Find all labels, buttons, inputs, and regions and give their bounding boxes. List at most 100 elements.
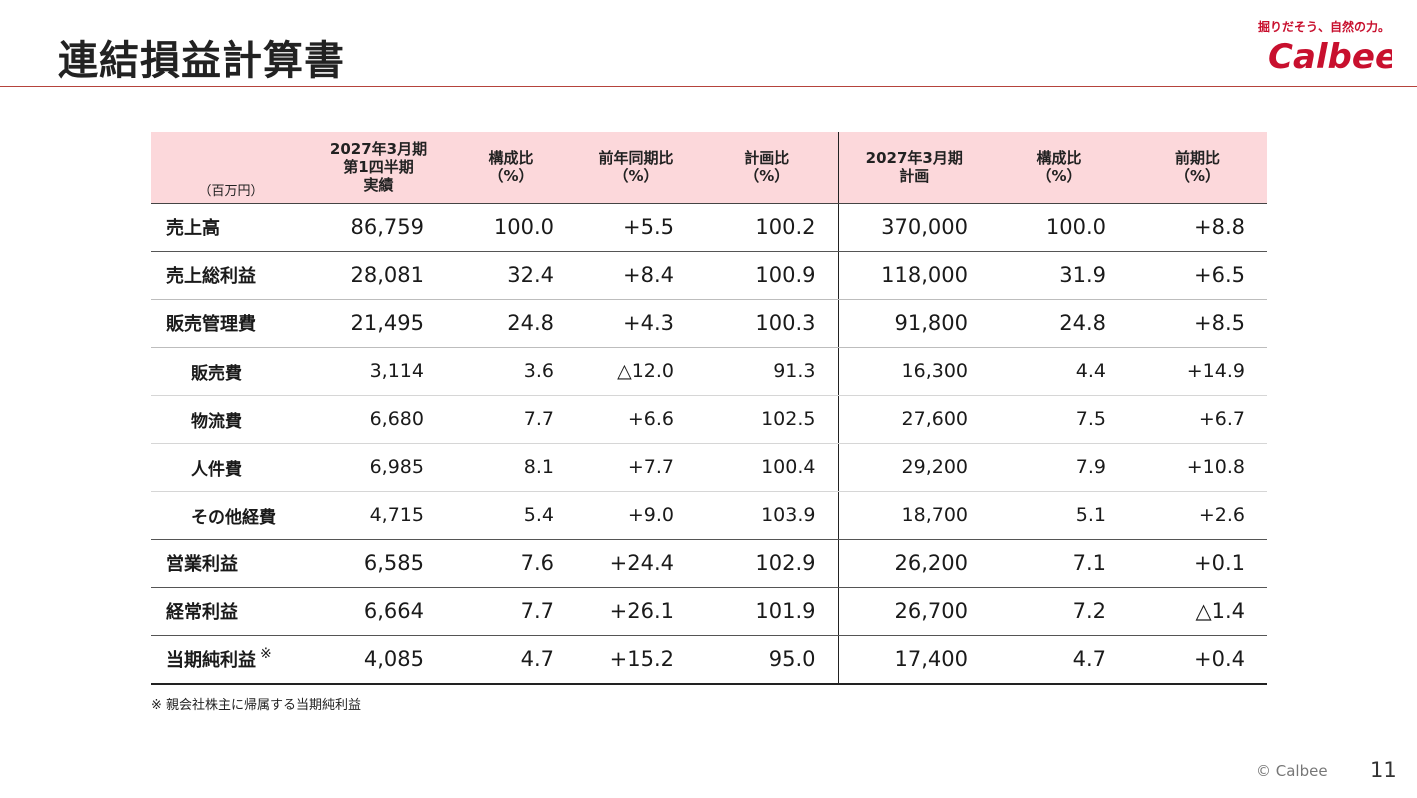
calbee-wordmark: Calbee: [1268, 37, 1392, 74]
title-divider: [0, 86, 1417, 87]
cell-value: 7.7: [446, 395, 576, 444]
cell-value: +5.5: [576, 203, 696, 252]
col-header-vs-prior-year: 前期比 （%）: [1128, 132, 1267, 204]
table-row-logistics: 物流費 6,680 7.7 +6.6 102.5 27,600 7.5 +6.7: [151, 395, 1267, 444]
cell-value: 26,700: [837, 587, 990, 636]
row-label: 当期純利益: [166, 650, 256, 671]
cell-value: 18,700: [837, 491, 990, 540]
cell-value: 91.3: [696, 347, 838, 396]
cell-value: +6.6: [576, 395, 696, 444]
cell-value: 32.4: [446, 251, 576, 300]
col-header-yoy: 前年同期比 （%）: [576, 132, 696, 204]
cell-value: 27,600: [837, 395, 990, 444]
cell-value: 100.0: [990, 203, 1128, 252]
cell-value: 7.5: [990, 395, 1128, 444]
row-label: 物流費: [151, 395, 311, 444]
row-label: 売上高: [151, 203, 311, 252]
cell-value: 24.8: [990, 299, 1128, 348]
cell-value: +7.7: [576, 443, 696, 492]
income-statement-table: （百万円） 2027年3月期 第1四半期 実績 構成比 （%） 前年同期比 （%…: [151, 132, 1267, 685]
cell-value: +4.3: [576, 299, 696, 348]
cell-value: 118,000: [837, 251, 990, 300]
cell-value: 24.8: [446, 299, 576, 348]
cell-value: 3,114: [311, 347, 446, 396]
footnote: ※ 親会社株主に帰属する当期純利益: [151, 698, 362, 713]
table-row-operating-profit: 営業利益 6,585 7.6 +24.4 102.9 26,200 7.1 +0…: [151, 539, 1267, 588]
cell-value: 102.5: [696, 395, 838, 444]
table-row-net-sales: 売上高 86,759 100.0 +5.5 100.2 370,000 100.…: [151, 203, 1267, 252]
cell-value: +6.7: [1128, 395, 1267, 444]
row-label: 販売管理費: [151, 299, 311, 348]
cell-value: 16,300: [837, 347, 990, 396]
table-row-gross-profit: 売上総利益 28,081 32.4 +8.4 100.9 118,000 31.…: [151, 251, 1267, 300]
cell-value: 5.1: [990, 491, 1128, 540]
col-header-q1-actual: 2027年3月期 第1四半期 実績: [311, 132, 446, 204]
cell-value: 100.2: [696, 203, 838, 252]
row-label: 売上総利益: [151, 251, 311, 300]
cell-value: 29,200: [837, 443, 990, 492]
cell-value: 3.6: [446, 347, 576, 396]
cell-value: +10.8: [1128, 443, 1267, 492]
cell-value: 5.4: [446, 491, 576, 540]
cell-value: 7.2: [990, 587, 1128, 636]
cell-value: +26.1: [576, 587, 696, 636]
cell-value: 101.9: [696, 587, 838, 636]
cell-value: +9.0: [576, 491, 696, 540]
footnote-mark: ※: [260, 646, 272, 662]
cell-value: +0.1: [1128, 539, 1267, 588]
logo-text: Calbee: [1268, 37, 1392, 74]
cell-value: 8.1: [446, 443, 576, 492]
cell-value: +0.4: [1128, 635, 1267, 685]
cell-value: 7.6: [446, 539, 576, 588]
cell-value: 91,800: [837, 299, 990, 348]
row-label: 販売費: [151, 347, 311, 396]
cell-value: 6,664: [311, 587, 446, 636]
table-row-net-income: 当期純利益 ※ 4,085 4.7 +15.2 95.0 17,400 4.7 +…: [151, 635, 1267, 685]
cell-value: +8.5: [1128, 299, 1267, 348]
cell-value: 17,400: [837, 635, 990, 685]
table-header-row: （百万円） 2027年3月期 第1四半期 実績 構成比 （%） 前年同期比 （%…: [151, 132, 1267, 204]
row-label: その他経費: [151, 491, 311, 540]
unit-label: （百万円）: [151, 132, 311, 204]
cell-value: 7.9: [990, 443, 1128, 492]
page-number: 11: [1370, 758, 1397, 782]
cell-value: 100.9: [696, 251, 838, 300]
cell-value: 100.4: [696, 443, 838, 492]
cell-value: 102.9: [696, 539, 838, 588]
col-header-vs-plan: 計画比 （%）: [696, 132, 838, 204]
cell-value: +6.5: [1128, 251, 1267, 300]
calbee-logo: 掘りだそう、自然の力。 Calbee: [1258, 16, 1394, 76]
cell-value: 7.1: [990, 539, 1128, 588]
table-row-ordinary-profit: 経常利益 6,664 7.7 +26.1 101.9 26,700 7.2 △1…: [151, 587, 1267, 636]
cell-value: 31.9: [990, 251, 1128, 300]
cell-value: +15.2: [576, 635, 696, 685]
row-label: 人件費: [151, 443, 311, 492]
cell-value: 6,985: [311, 443, 446, 492]
table-row-other-expenses: その他経費 4,715 5.4 +9.0 103.9 18,700 5.1 +2…: [151, 491, 1267, 540]
cell-value: 28,081: [311, 251, 446, 300]
cell-value: △1.4: [1128, 587, 1267, 636]
table-row-personnel: 人件費 6,985 8.1 +7.7 100.4 29,200 7.9 +10.…: [151, 443, 1267, 492]
row-label: 営業利益: [151, 539, 311, 588]
cell-value: 370,000: [837, 203, 990, 252]
copyright: © Calbee: [1256, 762, 1328, 780]
cell-value: 4,085: [311, 635, 446, 685]
cell-value: 4.7: [446, 635, 576, 685]
cell-value: +14.9: [1128, 347, 1267, 396]
cell-value: 100.3: [696, 299, 838, 348]
cell-value: 100.0: [446, 203, 576, 252]
cell-value: 21,495: [311, 299, 446, 348]
cell-value: 103.9: [696, 491, 838, 540]
cell-value: 6,680: [311, 395, 446, 444]
cell-value: 7.7: [446, 587, 576, 636]
row-label-net-income: 当期純利益 ※: [151, 635, 311, 685]
table-row-selling-expenses: 販売費 3,114 3.6 △12.0 91.3 16,300 4.4 +14.…: [151, 347, 1267, 396]
cell-value: 4.7: [990, 635, 1128, 685]
logo-tagline: 掘りだそう、自然の力。: [1257, 20, 1390, 34]
cell-value: 86,759: [311, 203, 446, 252]
table-row-sga: 販売管理費 21,495 24.8 +4.3 100.3 91,800 24.8…: [151, 299, 1267, 348]
cell-value: 6,585: [311, 539, 446, 588]
col-header-composition: 構成比 （%）: [446, 132, 576, 204]
col-header-plan-composition: 構成比 （%）: [990, 132, 1128, 204]
cell-value: +2.6: [1128, 491, 1267, 540]
